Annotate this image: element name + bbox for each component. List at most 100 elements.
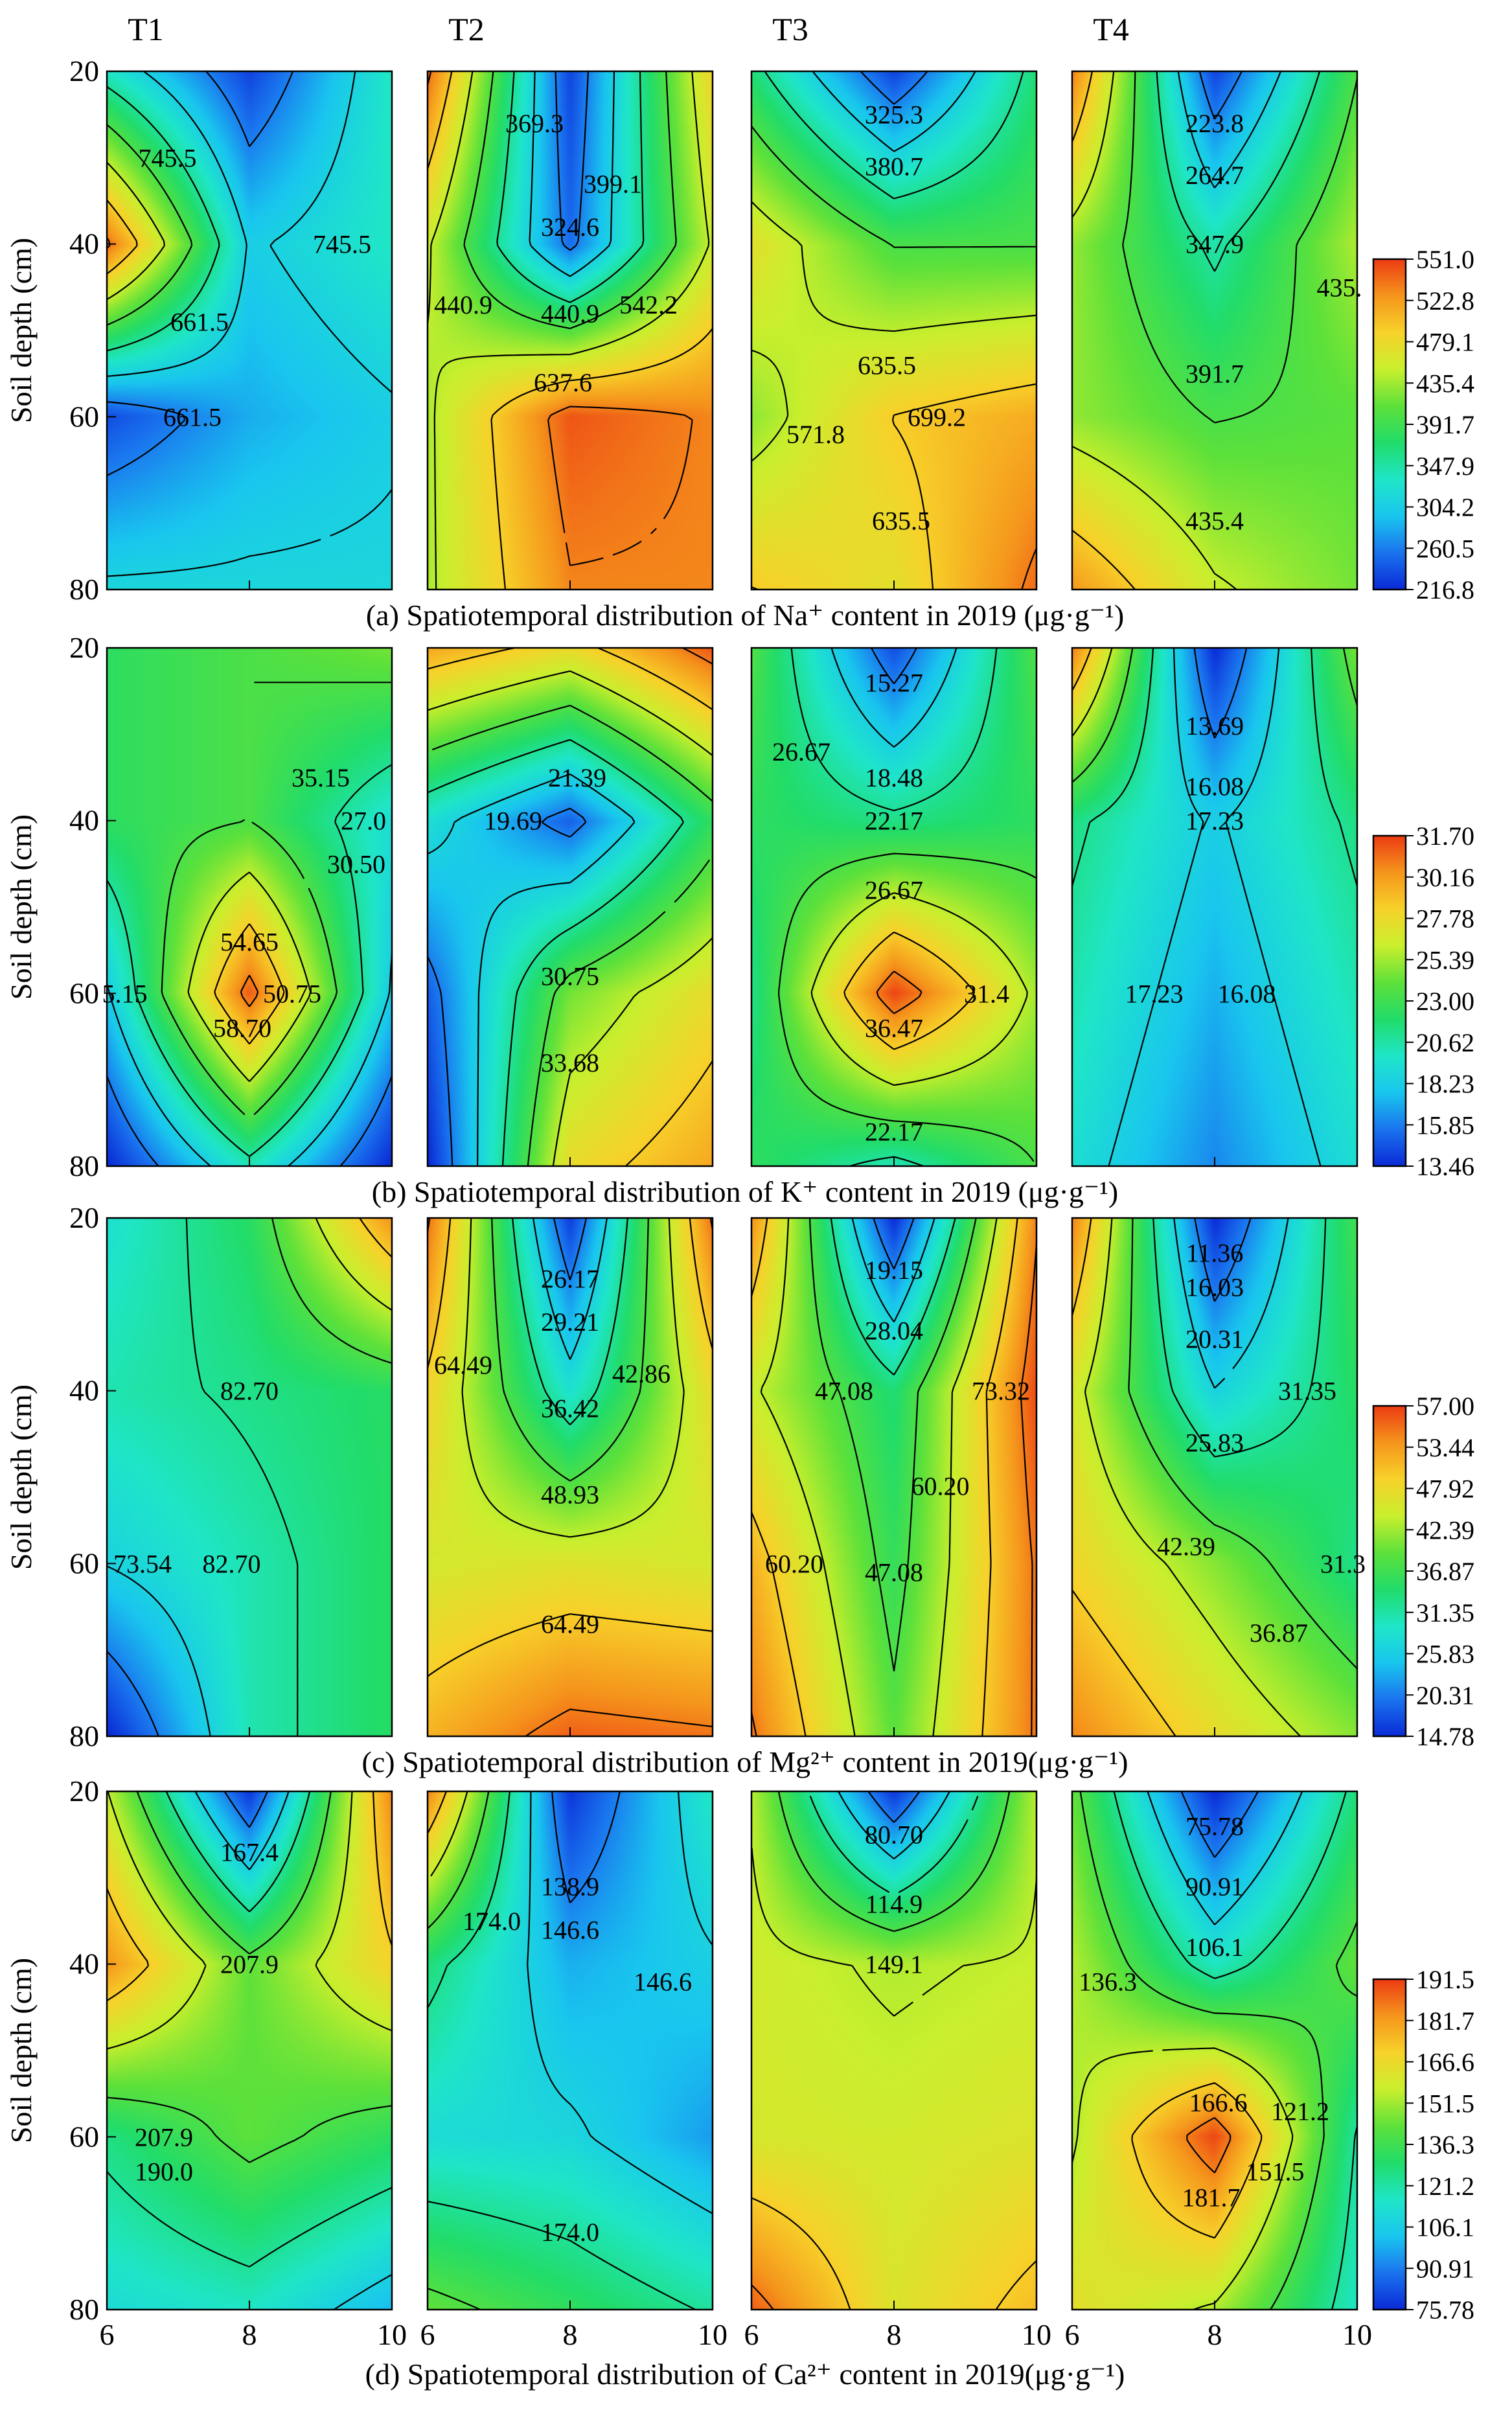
contour-label: 35.15 bbox=[292, 763, 350, 792]
contour-fill bbox=[1072, 71, 1357, 590]
contour-lines bbox=[427, 1791, 713, 2311]
contour-panel-t2: 26.17 29.21 64.49 42.86 36.42 48.93 64.49 bbox=[426, 1217, 714, 1738]
contour-label: 82.70 bbox=[220, 1377, 279, 1406]
contour-label: 19.69 bbox=[484, 807, 542, 836]
contour-label: 661.5 bbox=[170, 308, 229, 337]
contour-panel-t4: 75.78 90.91 106.1 136.3 166.6 121.2 151.5181.7… bbox=[1065, 1790, 1372, 2351]
colorbar-tick-label: 20.62 bbox=[1416, 1028, 1474, 1057]
x-tick-label: 10 bbox=[377, 2318, 407, 2351]
contour-fill bbox=[428, 71, 713, 590]
contour-panel-t1: 167.4 207.9 207.9 190.0 6 8 10 20 40 60 80 bbox=[69, 1774, 407, 2351]
x-tick-label: 10 bbox=[1022, 2318, 1051, 2351]
colorbar-tick-label: 75.78 bbox=[1416, 2295, 1474, 2325]
contour-panel-t4: 13.69 16.08 17.23 17.23 16.08 bbox=[1071, 647, 1358, 1167]
contour-label: 181.7 bbox=[1182, 2183, 1241, 2212]
contour-label: 138.9 bbox=[541, 1872, 599, 1901]
contour-fill bbox=[751, 71, 1037, 590]
contour-lines bbox=[1071, 1217, 1358, 1737]
contour-label: 75.78 bbox=[1186, 1811, 1244, 1841]
contour-label: 745.5 bbox=[313, 230, 371, 259]
y-tick-label: 40 bbox=[69, 804, 99, 837]
contour-label: 13.69 bbox=[1186, 711, 1244, 741]
colorbar-tick-label: 25.39 bbox=[1416, 945, 1474, 974]
contour-label: 190.0 bbox=[135, 2157, 193, 2187]
colorbar-tick-label: 15.85 bbox=[1416, 1110, 1474, 1140]
contour-fill bbox=[428, 1791, 713, 2310]
x-tick-label: 8 bbox=[887, 2318, 902, 2351]
colorbar: 14.78 20.31 25.83 31.35 36.87 42.39 47.92 53.44… bbox=[1372, 1392, 1474, 1751]
contour-panel-t1: 745.5 745.5 661.5 661.5 20 40 60 80 bbox=[69, 54, 393, 606]
contour-label: 136.3 bbox=[1079, 1967, 1137, 1996]
colorbar-tick-label: 42.39 bbox=[1416, 1515, 1474, 1545]
contour-label: 166.6 bbox=[1189, 2088, 1248, 2117]
contour-panel-t2: 138.9 174.0 146.6 146.6 174.0 6 8 10 bbox=[420, 1790, 727, 2351]
contour-label: 207.9 bbox=[220, 1950, 279, 1979]
colorbar-gradient bbox=[1372, 1405, 1407, 1738]
contour-panel-t3: 15.27 26.67 18.48 22.17 26.67 36.47 31.4 22.17 bbox=[750, 647, 1038, 1167]
contour-label: 36.47 bbox=[865, 1014, 923, 1043]
colorbar-gradient bbox=[1372, 1978, 1407, 2311]
contour-label: 19.15 bbox=[865, 1256, 923, 1285]
y-tick-label: 40 bbox=[69, 1947, 99, 1981]
contour-lines bbox=[426, 71, 713, 590]
contour-label: 745.5 bbox=[139, 143, 197, 172]
contour-fill bbox=[1072, 648, 1357, 1166]
y-tick-label: 80 bbox=[69, 1719, 99, 1752]
y-axis-label: Soil depth (cm) bbox=[5, 814, 38, 1000]
y-tick-label: 60 bbox=[69, 976, 99, 1009]
colorbar-tick-label: 31.35 bbox=[1416, 1598, 1474, 1627]
contour-label: 399.1 bbox=[584, 169, 642, 198]
contour-fill bbox=[751, 648, 1037, 1166]
contour-label: 223.8 bbox=[1186, 109, 1244, 138]
colorbar-tick-label: 479.1 bbox=[1416, 328, 1474, 357]
contour-fill bbox=[428, 1218, 713, 1736]
colorbar-tick-label: 435.4 bbox=[1416, 369, 1474, 398]
contour-label: 36.87 bbox=[1250, 1618, 1308, 1648]
y-tick-label: 80 bbox=[69, 573, 99, 606]
y-axis-label: Soil depth (cm) bbox=[5, 238, 38, 423]
contour-label: 25.83 bbox=[1186, 1429, 1244, 1458]
contour-label: 64.49 bbox=[434, 1351, 492, 1380]
contour-lines bbox=[751, 1791, 1038, 2310]
colorbar-tick-label: 136.3 bbox=[1416, 2130, 1474, 2159]
column-header-t3: T3 bbox=[772, 11, 808, 47]
colorbar-tick-label: 216.8 bbox=[1416, 575, 1474, 604]
contour-label: 440.9 bbox=[541, 299, 599, 328]
contour-label: 15.27 bbox=[865, 668, 923, 697]
colorbar-tick-label: 181.7 bbox=[1416, 2006, 1474, 2036]
contour-label: 22.17 bbox=[865, 1118, 923, 1147]
contour-label: 47.08 bbox=[815, 1377, 873, 1406]
column-header-t2: T2 bbox=[448, 11, 485, 47]
contour-label: 571.8 bbox=[786, 420, 845, 449]
contour-panel-t3: 325.3 380.7 635.5 571.8 699.2 635.5 bbox=[750, 70, 1038, 591]
colorbar-tick-label: 31.70 bbox=[1416, 821, 1474, 851]
contour-label: 26.17 bbox=[541, 1264, 599, 1293]
colorbar-tick-label: 260.5 bbox=[1416, 534, 1474, 563]
contour-label: 174.0 bbox=[463, 1907, 521, 1936]
contour-fill bbox=[107, 71, 392, 590]
contour-label: 16.08 bbox=[1186, 772, 1244, 801]
colorbar-tick-label: 191.5 bbox=[1416, 1965, 1474, 1994]
y-tick-label: 20 bbox=[69, 54, 99, 87]
contour-label: 11.36 bbox=[1186, 1238, 1244, 1267]
contour-label: 64.49 bbox=[541, 1610, 599, 1639]
contour-label: 637.6 bbox=[534, 368, 592, 397]
contour-fill bbox=[1072, 1218, 1357, 1736]
contour-label: 73.54 bbox=[113, 1549, 172, 1578]
contour-panel-t4: 223.8 264.7 347.9 435. 391.7 435.4 bbox=[1071, 70, 1362, 591]
colorbar-tick-label: 57.00 bbox=[1416, 1392, 1474, 1421]
x-tick-label: 6 bbox=[1065, 2318, 1080, 2351]
contour-lines bbox=[750, 1217, 1038, 1737]
colorbar-tick-label: 551.0 bbox=[1416, 245, 1474, 274]
contour-label: 380.7 bbox=[865, 152, 923, 181]
figure-row: Soil depth (cm) 167.4 207.9 207.9 190.0 6 8 10 2… bbox=[5, 1774, 1474, 2391]
contour-lines bbox=[778, 647, 1037, 1167]
colorbar-tick-label: 166.6 bbox=[1416, 2048, 1474, 2077]
colorbar-tick-label: 47.92 bbox=[1416, 1475, 1474, 1504]
x-tick-label: 6 bbox=[100, 2318, 115, 2351]
contour-label: 16.03 bbox=[1186, 1273, 1244, 1302]
contour-label: 146.6 bbox=[634, 1967, 692, 1996]
contour-lines bbox=[1071, 647, 1358, 1167]
